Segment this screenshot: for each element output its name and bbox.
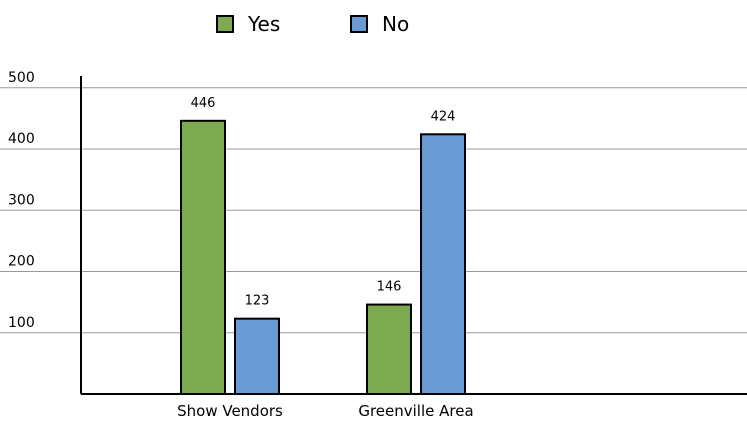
data-label-yes-0: 446 bbox=[191, 96, 216, 111]
y-tick-label-200: 200 bbox=[8, 254, 35, 270]
legend-swatch-no bbox=[350, 15, 368, 33]
category-label-0: Show Vendors bbox=[177, 402, 283, 420]
bar-yes-0 bbox=[180, 119, 226, 395]
y-tick-label-500: 500 bbox=[8, 70, 35, 86]
y-tick-label-400: 400 bbox=[8, 131, 35, 147]
y-tick-label-300: 300 bbox=[8, 192, 35, 208]
data-label-no-1: 424 bbox=[431, 109, 456, 124]
legend-item-yes: Yes bbox=[216, 12, 280, 36]
legend-item-no: No bbox=[350, 12, 409, 36]
y-tick-label-100: 100 bbox=[8, 315, 35, 331]
x-axis-categories: Show Vendors Greenville Area bbox=[177, 402, 474, 420]
category-label-1: Greenville Area bbox=[358, 402, 473, 420]
data-label-no-0: 123 bbox=[245, 294, 270, 309]
bars bbox=[180, 119, 466, 396]
legend: Yes No bbox=[0, 12, 747, 44]
y-axis-ticks: 100 200 300 400 500 bbox=[8, 70, 35, 331]
legend-label-no: No bbox=[382, 12, 410, 36]
bar-no-0 bbox=[234, 317, 280, 396]
gridlines bbox=[0, 87, 747, 334]
legend-swatch-yes bbox=[216, 15, 234, 33]
bar-no-1 bbox=[420, 133, 466, 396]
legend-label-yes: Yes bbox=[248, 12, 281, 36]
data-labels: 446 123 146 424 bbox=[191, 96, 456, 309]
bar-yes-1 bbox=[366, 303, 412, 396]
data-label-yes-1: 146 bbox=[377, 280, 402, 295]
